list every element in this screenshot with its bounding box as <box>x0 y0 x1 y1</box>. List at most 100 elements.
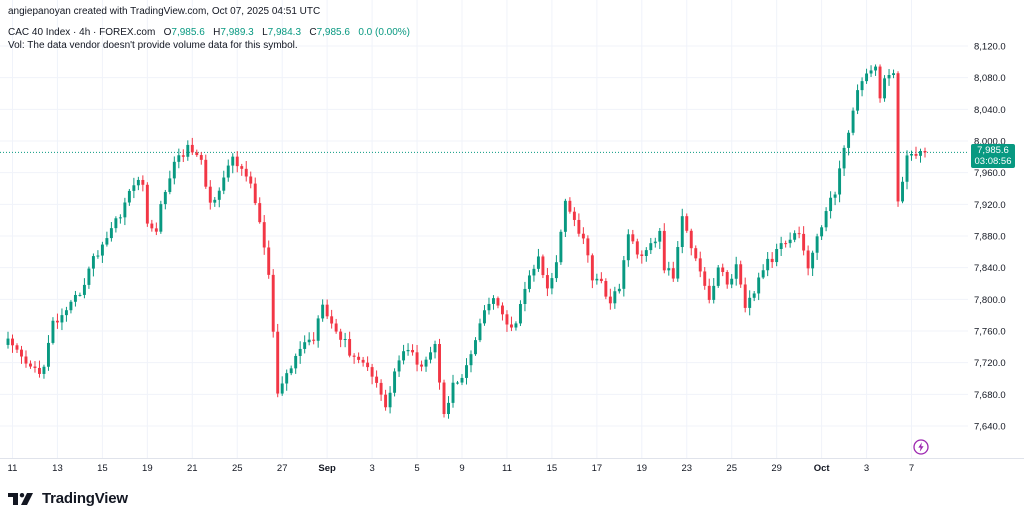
candle <box>496 296 500 309</box>
candle-body <box>235 156 239 167</box>
candle <box>919 148 922 163</box>
low-label: L <box>262 27 268 38</box>
candle <box>500 302 504 321</box>
candle-body <box>388 392 392 408</box>
candle <box>145 182 149 227</box>
candle-body <box>442 382 446 415</box>
candle <box>802 226 806 256</box>
candle <box>15 343 19 353</box>
candle-body <box>132 185 136 191</box>
candle-body <box>438 343 441 383</box>
candle <box>73 290 77 307</box>
time-tick-label: 15 <box>547 463 558 474</box>
time-tick-label: 29 <box>771 463 782 474</box>
candle-body <box>181 155 185 157</box>
candle-body <box>465 365 468 378</box>
candle <box>429 346 433 364</box>
candle <box>141 175 145 192</box>
candle <box>118 214 122 224</box>
candle <box>235 151 239 173</box>
candle-body <box>554 262 558 279</box>
candle <box>712 278 716 304</box>
candle-body <box>420 364 424 367</box>
candle-body <box>402 351 406 361</box>
candle-body <box>208 186 212 203</box>
candle-body <box>451 382 455 403</box>
price-tick-label: 8,040.0 <box>974 105 1006 116</box>
price-axis: 8,120.0 8,080.0 8,040.0 8,000.0 7,960.0 7,920… <box>974 42 1006 433</box>
candle-body <box>824 211 828 228</box>
candle-body <box>532 268 536 276</box>
time-tick-label: Oct <box>814 463 831 474</box>
candle-body <box>698 258 702 272</box>
candle <box>739 260 743 288</box>
time-tick-label: 23 <box>681 463 692 474</box>
candle-body <box>334 323 338 332</box>
candle-body <box>492 298 495 304</box>
candle-body <box>316 318 320 341</box>
candle-body <box>82 284 86 295</box>
candle-body <box>114 218 118 229</box>
candle-body <box>847 132 851 148</box>
close-value: 7,985.6 <box>316 27 350 38</box>
candle <box>586 235 590 263</box>
candle <box>42 364 46 379</box>
candle-body <box>545 275 549 289</box>
candle <box>685 213 689 233</box>
candle-body <box>154 228 158 232</box>
candle <box>379 379 383 401</box>
lightning-bolt-icon[interactable] <box>913 439 929 455</box>
candle <box>793 230 797 243</box>
candle-body <box>748 297 752 308</box>
candle-body <box>312 339 316 341</box>
candle <box>550 272 554 295</box>
candle-body <box>811 252 815 269</box>
candle-body <box>680 216 684 248</box>
candle-body <box>361 359 365 363</box>
candle <box>865 68 869 84</box>
candle-body <box>527 275 531 289</box>
candle <box>447 396 450 419</box>
candle <box>388 386 392 414</box>
candle <box>181 149 185 163</box>
candle-body <box>919 150 922 156</box>
bar-countdown: 03:08:56 <box>974 156 1012 168</box>
candle <box>811 250 815 276</box>
price-tick-label: 7,800.0 <box>974 295 1006 306</box>
candle <box>411 344 415 356</box>
candle-body <box>581 233 585 239</box>
candle <box>847 130 851 156</box>
tradingview-brand[interactable]: TradingView <box>8 490 128 507</box>
candle-body <box>883 78 887 99</box>
candle <box>509 316 513 332</box>
candle <box>874 64 878 76</box>
candle <box>734 256 738 286</box>
candle-body <box>433 343 437 353</box>
candle <box>357 352 361 364</box>
candle-body <box>64 310 68 316</box>
candle <box>348 331 352 358</box>
candle-body <box>829 197 833 212</box>
candle <box>761 264 765 280</box>
candle <box>258 197 262 224</box>
candle <box>563 198 567 237</box>
candle-body <box>640 254 644 256</box>
candle-body <box>851 110 855 133</box>
candle <box>213 197 217 207</box>
candle-body <box>865 73 869 82</box>
candle <box>581 227 585 245</box>
candle-body <box>285 373 289 384</box>
candle <box>595 273 599 285</box>
time-tick-label: 21 <box>187 463 198 474</box>
candle <box>312 332 316 345</box>
candle-body <box>339 331 343 340</box>
candle-body <box>838 168 842 195</box>
candle <box>523 281 527 312</box>
symbol-title[interactable]: CAC 40 Index · 4h · FOREX.com <box>8 27 156 38</box>
candle <box>483 305 486 326</box>
candle-body <box>559 231 563 263</box>
candle <box>91 253 95 277</box>
price-tick-label: 7,640.0 <box>974 422 1006 433</box>
candle-body <box>415 352 419 365</box>
